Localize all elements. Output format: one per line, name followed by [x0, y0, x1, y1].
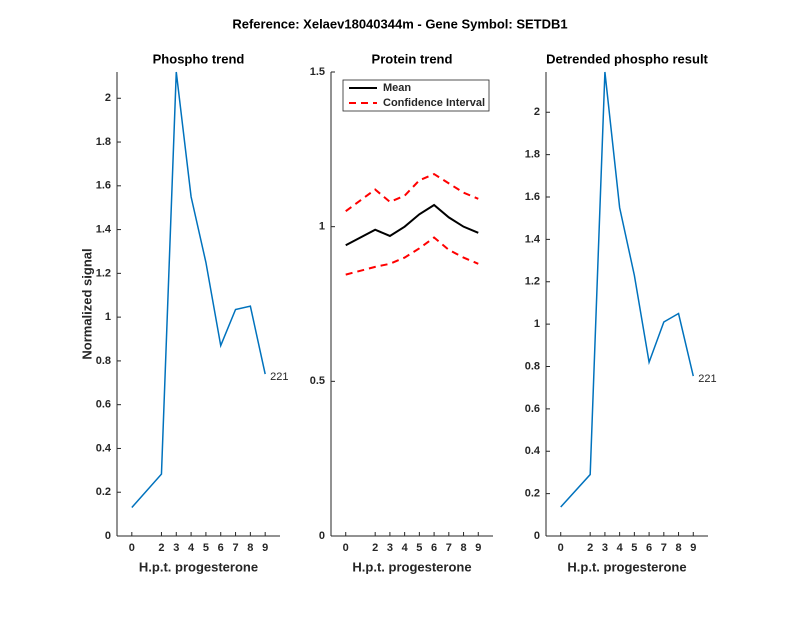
y-tick-label: 1.4 — [525, 233, 541, 245]
x-tick-label: 9 — [690, 542, 696, 554]
line — [345, 203, 479, 247]
y-tick-label: 0.4 — [525, 445, 541, 457]
y-tick-label: 1.6 — [525, 191, 540, 203]
y-tick-label: 0.8 — [96, 355, 111, 367]
x-tick-label: 9 — [475, 542, 481, 554]
x-tick-label: 5 — [203, 542, 209, 554]
y-tick-label: 1.6 — [96, 180, 111, 192]
x-tick-label: 2 — [158, 542, 164, 554]
x-tick-label: 3 — [387, 542, 393, 554]
axes-title: Phospho trend — [153, 51, 245, 66]
y-tick-label: 1.2 — [96, 267, 111, 279]
y-tick-label: 0.4 — [96, 442, 112, 454]
y-tick-label: 1.2 — [525, 276, 540, 288]
x-tick-label: 6 — [431, 542, 437, 554]
figure-title: Reference: Xelaev18040344m - Gene Symbol… — [232, 16, 567, 31]
axes-title: Detrended phospho result — [546, 51, 708, 66]
y-tick-label: 1.5 — [310, 66, 325, 78]
y-tick-label: 2 — [534, 106, 540, 118]
x-tick-label: 0 — [129, 542, 135, 554]
x-tick-label: 9 — [262, 542, 268, 554]
line — [345, 236, 479, 276]
x-tick-label: 6 — [646, 542, 652, 554]
end-label: 221 — [698, 373, 716, 385]
y-tick-label: 1 — [105, 311, 111, 323]
y-tick-label: 0.6 — [96, 399, 111, 411]
x-tick-label: 2 — [372, 542, 378, 554]
legend-label: Mean — [383, 82, 411, 94]
y-tick-label: 1.4 — [96, 223, 112, 235]
y-tick-label: 2 — [105, 92, 111, 104]
y-tick-label: 0 — [319, 530, 325, 542]
x-tick-label: 0 — [558, 542, 564, 554]
line — [345, 172, 479, 213]
x-tick-label: 7 — [661, 542, 667, 554]
y-tick-label: 1.8 — [96, 136, 111, 148]
x-axis-label: H.p.t. progesterone — [567, 559, 686, 574]
x-tick-label: 2 — [587, 542, 593, 554]
x-tick-label: 7 — [232, 542, 238, 554]
line — [560, 71, 695, 508]
y-tick-label: 0.8 — [525, 360, 540, 372]
x-tick-label: 7 — [446, 542, 452, 554]
line — [131, 71, 266, 509]
end-label: 221 — [270, 371, 288, 383]
x-tick-label: 8 — [247, 542, 253, 554]
y-tick-label: 0 — [105, 530, 111, 542]
y-tick-label: 0 — [534, 530, 540, 542]
axes-title: Protein trend — [372, 51, 453, 66]
x-tick-label: 6 — [218, 542, 224, 554]
x-tick-label: 8 — [460, 542, 466, 554]
y-tick-label: 1.8 — [525, 149, 540, 161]
x-tick-label: 8 — [675, 542, 681, 554]
y-tick-label: 1 — [534, 318, 540, 330]
x-tick-label: 4 — [617, 542, 624, 554]
legend-label: Confidence Interval — [383, 97, 485, 109]
x-tick-label: 5 — [631, 542, 637, 554]
x-axis-label: H.p.t. progesterone — [139, 559, 258, 574]
y-tick-label: 1 — [319, 221, 325, 233]
legend-box — [342, 79, 490, 112]
x-tick-label: 4 — [188, 542, 195, 554]
x-tick-label: 4 — [402, 542, 409, 554]
x-tick-label: 3 — [602, 542, 608, 554]
x-tick-label: 3 — [173, 542, 179, 554]
y-tick-label: 0.5 — [310, 375, 325, 387]
y-tick-label: 0.2 — [525, 488, 540, 500]
y-axis-label: Normalized signal — [79, 248, 94, 359]
x-tick-label: 0 — [343, 542, 349, 554]
x-axis-label: H.p.t. progesterone — [352, 559, 471, 574]
y-tick-label: 0.2 — [96, 486, 111, 498]
x-tick-label: 5 — [416, 542, 422, 554]
y-tick-label: 0.6 — [525, 403, 540, 415]
